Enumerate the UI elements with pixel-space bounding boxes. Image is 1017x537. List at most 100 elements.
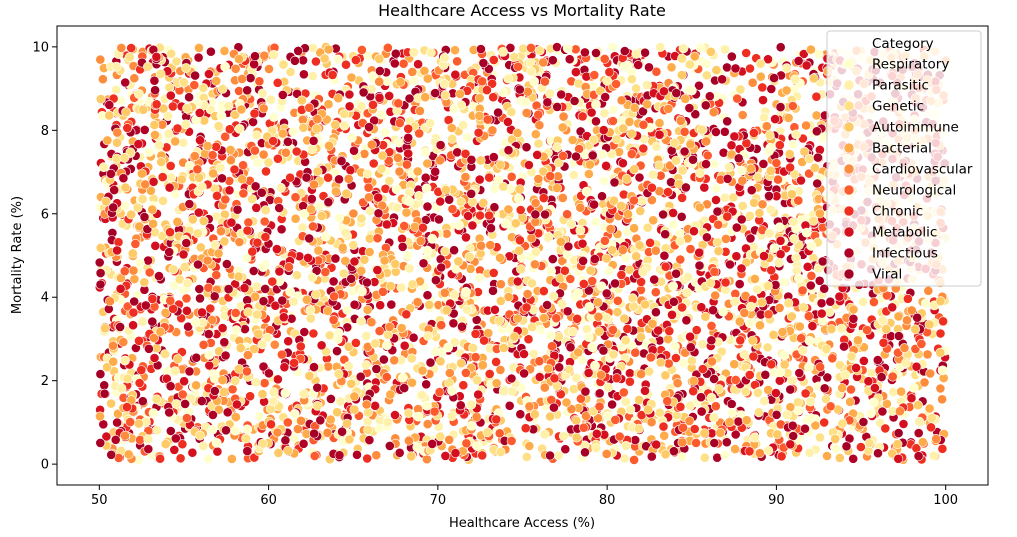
point-infectious — [681, 315, 692, 326]
point-chronic — [748, 351, 759, 362]
point-neurological — [618, 387, 629, 398]
point-viral — [712, 206, 723, 217]
point-bacterial — [219, 46, 230, 56]
point-autoimmune — [95, 94, 106, 104]
point-parasitic — [178, 137, 189, 148]
point-infectious — [805, 280, 816, 291]
point-respiratory — [413, 411, 424, 422]
point-metabolic — [625, 368, 635, 379]
point-metabolic — [816, 308, 827, 319]
point-viral — [700, 100, 711, 111]
point-viral — [671, 268, 681, 279]
point-neurological — [401, 159, 412, 170]
point-infectious — [591, 116, 601, 127]
point-parasitic — [111, 84, 121, 95]
point-metabolic — [524, 160, 534, 170]
point-parasitic — [682, 287, 693, 298]
point-cardiovascular — [737, 175, 748, 186]
point-bacterial — [108, 356, 119, 367]
point-autoimmune — [810, 162, 820, 173]
point-autoimmune — [312, 166, 323, 177]
point-chronic — [481, 85, 492, 95]
point-bacterial — [629, 223, 639, 234]
point-genetic — [132, 202, 143, 213]
point-parasitic — [539, 429, 550, 440]
point-genetic — [712, 237, 723, 248]
point-respiratory — [489, 183, 500, 194]
point-bacterial — [129, 274, 140, 284]
point-neurological — [594, 401, 605, 412]
point-infectious — [564, 54, 575, 65]
point-autoimmune — [747, 335, 758, 346]
point-parasitic — [98, 162, 109, 173]
point-chronic — [903, 293, 913, 304]
point-respiratory — [268, 112, 279, 122]
point-parasitic — [697, 339, 708, 350]
point-genetic — [472, 375, 482, 386]
point-metabolic — [696, 302, 707, 313]
point-respiratory — [695, 42, 706, 53]
point-genetic — [137, 194, 148, 204]
point-genetic — [482, 427, 493, 438]
point-cardiovascular — [485, 240, 496, 250]
point-chronic — [134, 378, 145, 388]
point-respiratory — [332, 334, 343, 344]
point-infectious — [298, 55, 308, 66]
point-neurological — [763, 309, 774, 320]
point-viral — [195, 293, 205, 304]
point-cardiovascular — [272, 427, 283, 438]
point-autoimmune — [456, 358, 466, 369]
point-neurological — [797, 285, 808, 296]
point-infectious — [515, 409, 526, 420]
point-cardiovascular — [129, 73, 140, 84]
point-viral — [346, 273, 357, 284]
point-infectious — [258, 361, 269, 372]
point-respiratory — [204, 349, 215, 360]
point-parasitic — [340, 227, 351, 238]
point-parasitic — [307, 272, 317, 283]
point-parasitic — [466, 399, 477, 410]
point-chronic — [212, 190, 222, 201]
point-respiratory — [220, 61, 230, 72]
point-bacterial — [323, 44, 334, 55]
point-neurological — [887, 371, 898, 382]
point-genetic — [384, 175, 395, 186]
point-metabolic — [898, 419, 909, 429]
point-autoimmune — [219, 236, 230, 247]
point-viral — [819, 383, 830, 394]
point-bacterial — [495, 252, 505, 263]
point-metabolic — [659, 86, 669, 97]
point-chronic — [774, 140, 785, 150]
point-genetic — [527, 322, 537, 332]
point-parasitic — [724, 162, 734, 173]
point-genetic — [230, 376, 241, 386]
point-parasitic — [154, 140, 164, 151]
point-parasitic — [759, 112, 770, 123]
point-neurological — [611, 79, 621, 89]
point-neurological — [399, 220, 410, 231]
point-metabolic — [668, 207, 678, 218]
point-infectious — [758, 158, 769, 169]
point-infectious — [430, 166, 441, 177]
point-viral — [893, 428, 904, 438]
point-metabolic — [283, 336, 294, 347]
point-parasitic — [498, 47, 508, 57]
point-neurological — [650, 287, 661, 298]
point-parasitic — [631, 48, 642, 59]
point-parasitic — [498, 386, 509, 397]
point-cardiovascular — [931, 433, 942, 444]
point-neurological — [685, 244, 696, 254]
point-genetic — [644, 366, 655, 377]
point-infectious — [589, 254, 600, 264]
point-respiratory — [258, 262, 269, 272]
point-viral — [822, 372, 833, 383]
point-bacterial — [477, 360, 488, 370]
point-genetic — [752, 387, 763, 398]
point-parasitic — [152, 425, 162, 436]
point-genetic — [735, 84, 746, 95]
point-viral — [760, 369, 771, 380]
point-cardiovascular — [919, 377, 930, 388]
point-autoimmune — [149, 120, 160, 130]
point-autoimmune — [913, 400, 923, 411]
point-bacterial — [755, 71, 766, 82]
